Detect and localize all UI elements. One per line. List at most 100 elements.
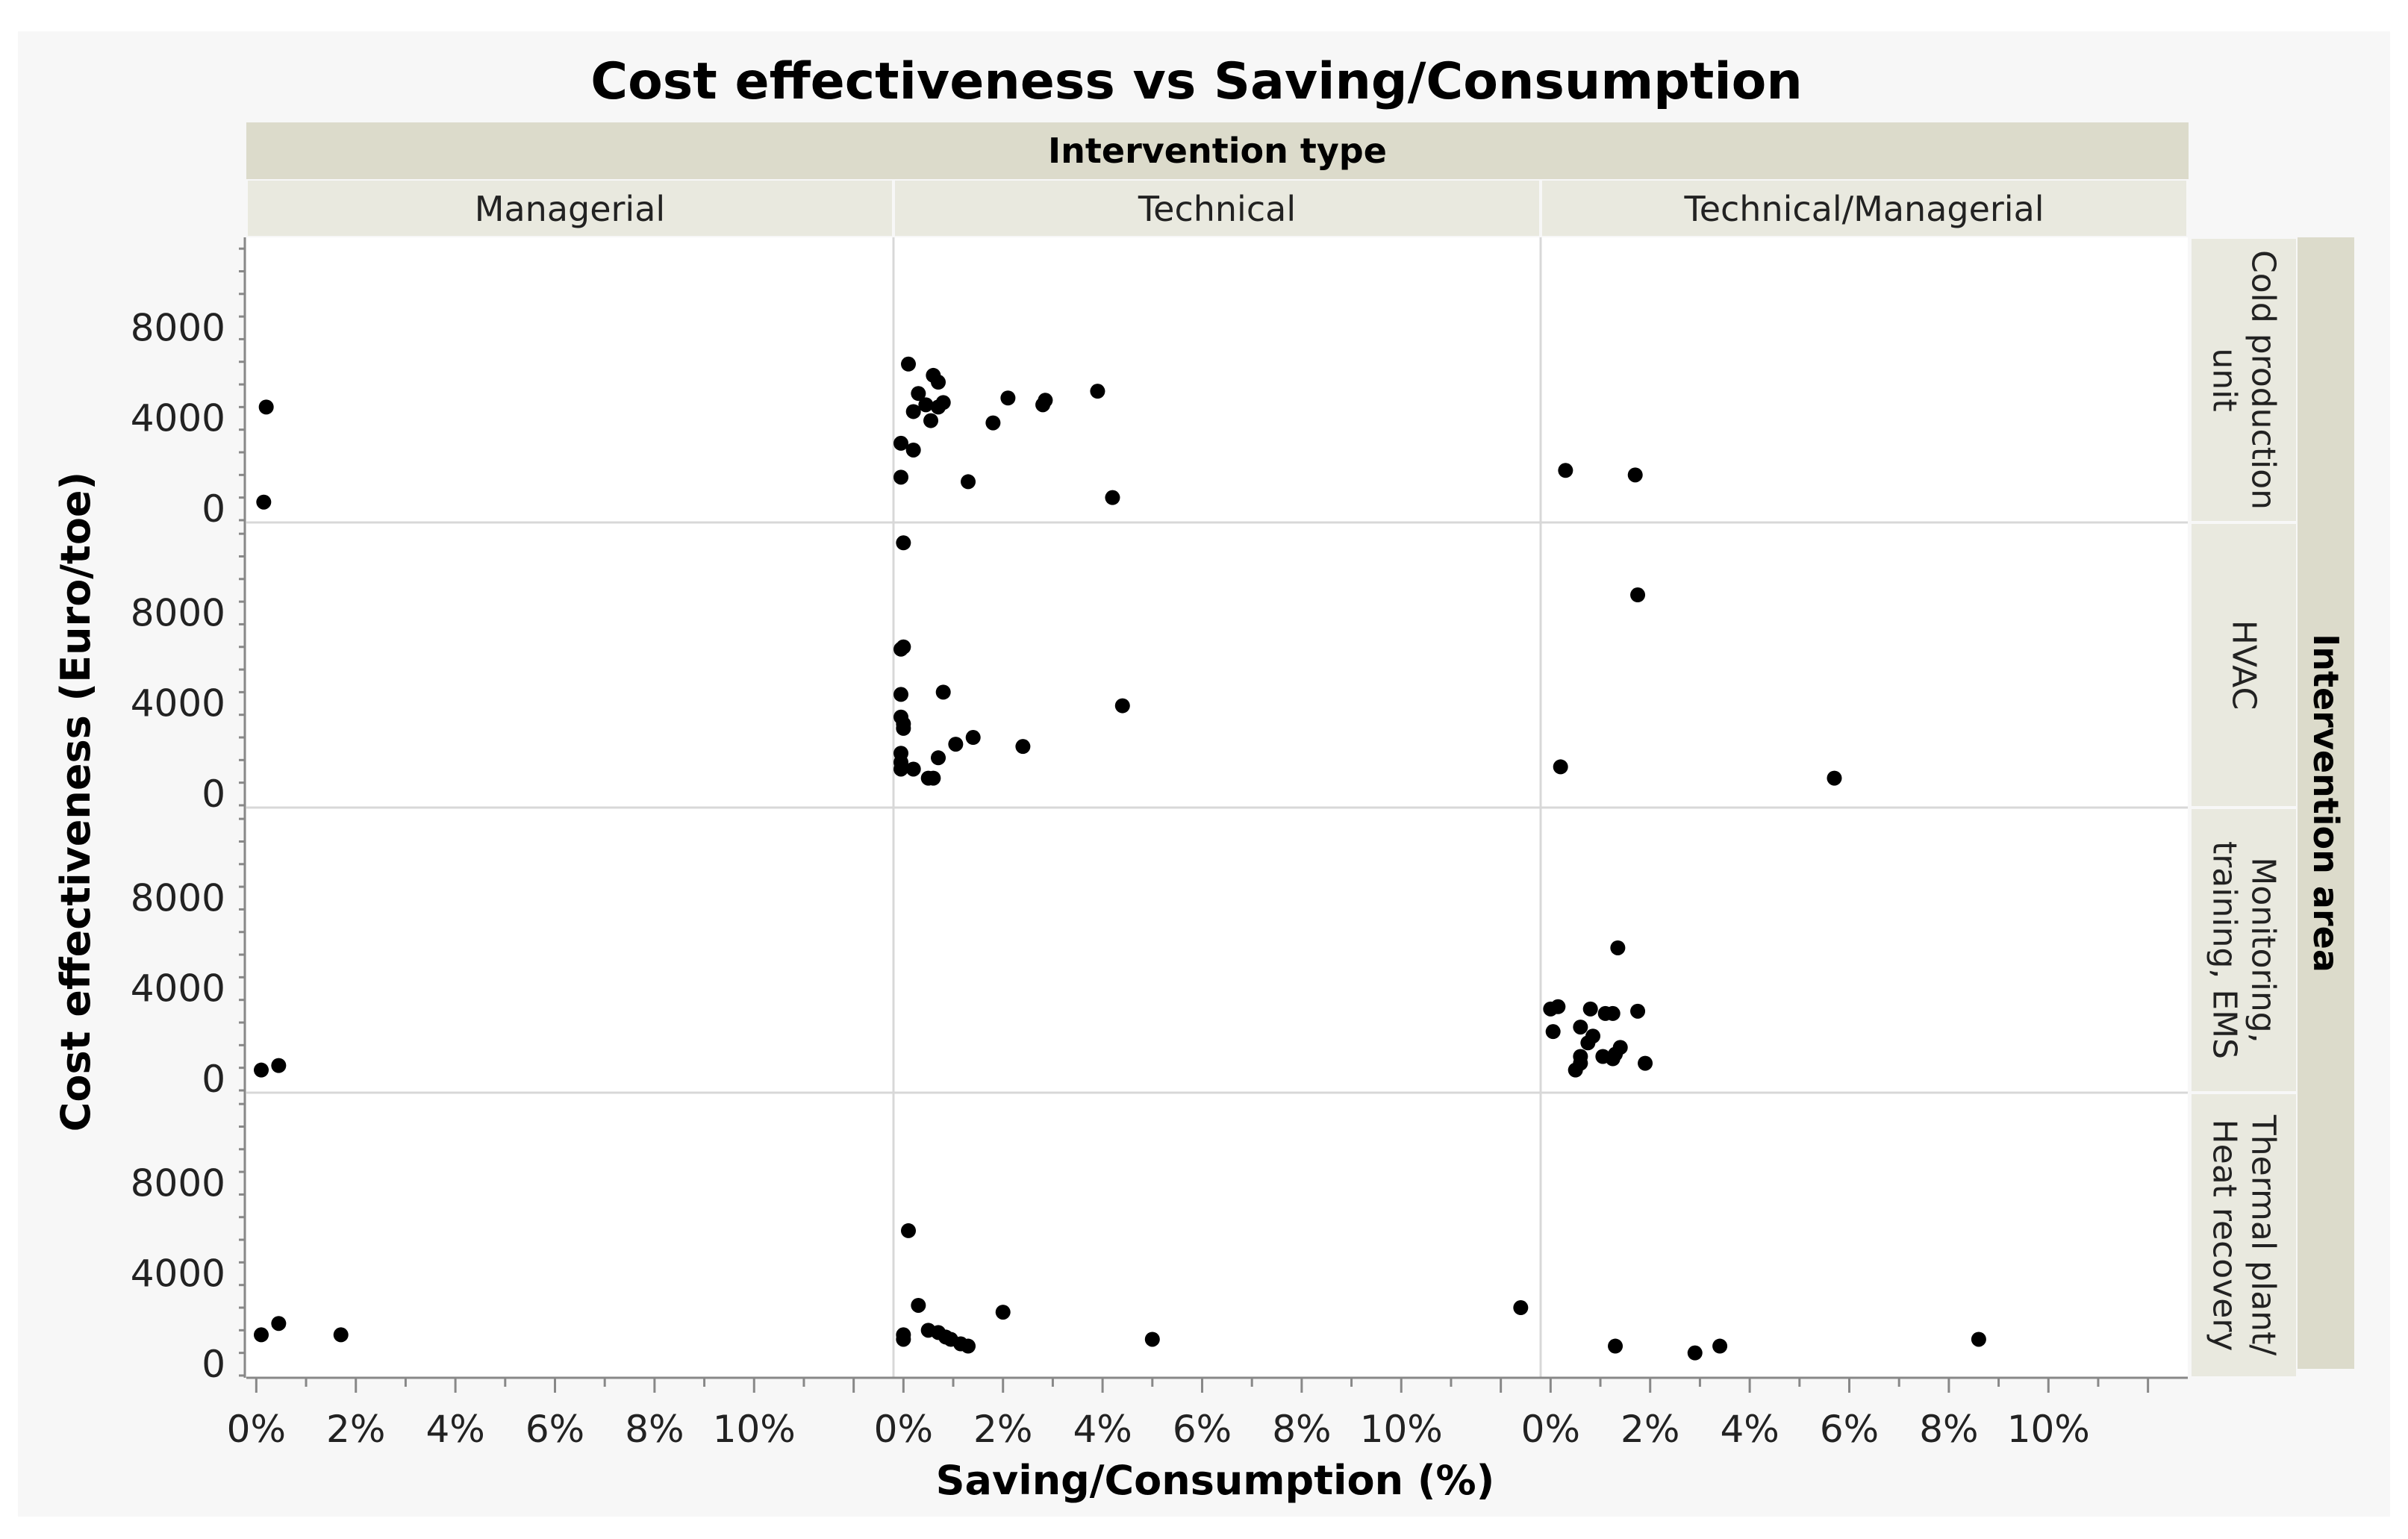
column-header-label: Technical — [1138, 189, 1296, 229]
column-header-bg — [1542, 181, 2186, 236]
row-header-line: HVAC — [2225, 620, 2263, 710]
x-tick-label: 6% — [1173, 1408, 1232, 1451]
y-tick-label: 4000 — [131, 967, 225, 1011]
y-tick-label: 0 — [202, 487, 225, 531]
data-point — [1550, 999, 1566, 1014]
data-point — [896, 639, 911, 655]
x-tick-label: 4% — [1720, 1408, 1779, 1451]
x-tick-label: 4% — [425, 1408, 484, 1451]
data-point — [931, 375, 946, 390]
data-point — [961, 474, 976, 490]
data-point — [1608, 1338, 1623, 1354]
data-point — [1114, 698, 1130, 714]
data-point — [1545, 1024, 1561, 1040]
y-tick-label: 8000 — [131, 1161, 225, 1205]
data-point — [1610, 940, 1626, 955]
data-point — [258, 399, 274, 415]
y-tick-label: 8000 — [131, 591, 225, 634]
data-point — [911, 386, 926, 402]
row-header-bg — [2192, 524, 2296, 806]
x-tick-label: 8% — [1272, 1408, 1331, 1451]
data-point — [965, 730, 981, 746]
x-tick-label: 8% — [625, 1408, 684, 1451]
data-point — [985, 415, 1001, 431]
data-point — [1827, 770, 1842, 786]
data-point — [961, 1338, 976, 1354]
data-point — [1144, 1332, 1160, 1347]
data-point — [254, 1327, 269, 1343]
data-point — [271, 1058, 287, 1073]
x-tick-label: 4% — [1073, 1408, 1132, 1451]
row-header-label: HVAC — [2225, 620, 2263, 710]
row-group-label: Intervention area — [2306, 634, 2346, 973]
data-point — [893, 435, 909, 451]
data-point — [1630, 587, 1646, 603]
column-header-bg — [248, 181, 892, 236]
data-point — [901, 356, 917, 372]
data-point — [1687, 1345, 1703, 1361]
data-point — [333, 1327, 349, 1343]
data-point — [893, 469, 909, 485]
data-point — [1582, 1001, 1598, 1017]
x-axis-label: Saving/Consumption (%) — [936, 1457, 1495, 1504]
data-point — [1105, 490, 1120, 505]
data-point — [1630, 1003, 1646, 1019]
x-tick-label: 6% — [525, 1408, 584, 1451]
data-point — [254, 1062, 269, 1078]
y-tick-label: 4000 — [131, 1252, 225, 1296]
row-header-line: Cold production — [2245, 250, 2283, 510]
y-axis: 0 4000 8000 0 4000 8000 0 4000 8000 0 4000 8000 — [131, 237, 246, 1386]
row-header-line: Thermal plant/ — [2245, 1114, 2283, 1355]
row-header-bg — [2192, 239, 2296, 521]
data-point — [923, 413, 939, 428]
data-point — [1553, 759, 1568, 775]
row-header-bg — [2192, 1094, 2296, 1376]
data-point — [995, 1305, 1011, 1320]
x-tick-label: 2% — [1621, 1408, 1679, 1451]
data-point — [893, 687, 909, 702]
x-tick-label: 0% — [874, 1408, 933, 1451]
data-point — [905, 404, 921, 419]
x-tick-label: 8% — [1919, 1408, 1978, 1451]
x-axis: 0% 2% 4% 6% 8% 10% 0% 2% 4% 6% 8% 10% 0% 2% 4% 6% 8% 10% — [227, 1376, 2188, 1451]
data-point — [918, 397, 934, 413]
data-point — [905, 761, 921, 777]
column-header-label: Technical/Managerial — [1683, 189, 2044, 229]
row-group-header — [2298, 237, 2354, 1369]
x-tick-label: 10% — [713, 1408, 796, 1451]
row-header-line: training, EMS — [2206, 841, 2244, 1059]
data-point — [1513, 1300, 1529, 1316]
x-tick-label: 10% — [1360, 1408, 1443, 1451]
x-tick-label: 10% — [2007, 1408, 2090, 1451]
x-tick-label: 2% — [326, 1408, 385, 1451]
data-point — [896, 720, 911, 736]
data-point — [1000, 390, 1016, 406]
x-tick-label: 6% — [1820, 1408, 1879, 1451]
column-group-header — [246, 122, 2189, 179]
data-point — [893, 761, 909, 777]
data-point — [1638, 1055, 1653, 1071]
row-header-line: unit — [2206, 348, 2244, 411]
row-header-label: Monitoring,training, EMS — [2206, 841, 2283, 1059]
chart-title: Cost effectiveness vs Saving/Consumption — [590, 52, 1803, 111]
column-headers: Managerial Technical Technical/Managerial — [248, 181, 2186, 236]
row-header-bg — [2192, 809, 2296, 1091]
column-header-bg — [895, 181, 1539, 236]
data-point — [1558, 463, 1573, 478]
data-point — [901, 1223, 917, 1238]
row-header-label: Thermal plant/Heat recovery — [2206, 1114, 2283, 1355]
y-tick-label: 0 — [202, 1343, 225, 1386]
row-header-line: Heat recovery — [2206, 1120, 2244, 1352]
data-point — [1971, 1332, 1986, 1347]
data-point — [926, 770, 941, 786]
data-point — [896, 1332, 911, 1347]
data-point — [935, 684, 951, 700]
x-tick-label: 0% — [1521, 1408, 1580, 1451]
data-point — [931, 750, 946, 766]
y-tick-label: 4000 — [131, 397, 225, 440]
data-point — [1712, 1338, 1728, 1354]
row-header-line: Monitoring, — [2245, 857, 2283, 1043]
y-tick-label: 0 — [202, 1058, 225, 1101]
